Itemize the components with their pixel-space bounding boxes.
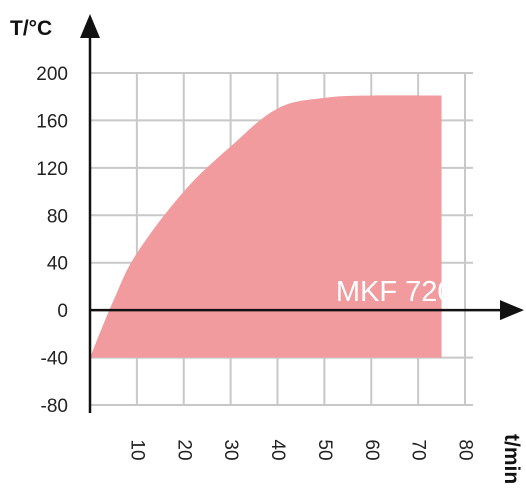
y-tick-label: -40	[41, 349, 68, 370]
tick-labels: -80 -40 0 40 80 120 160 200 10 20 30 40 50 60 70 80	[36, 64, 475, 461]
y-tick-label: 0	[57, 301, 68, 322]
x-tick-label: 70	[408, 439, 429, 460]
y-tick-label: 200	[36, 64, 68, 85]
x-tick-label: 30	[220, 439, 241, 460]
x-axis-title: t/min	[500, 434, 523, 484]
axes	[80, 14, 524, 413]
x-tick-label: 80	[455, 439, 476, 460]
x-tick-label: 10	[126, 439, 147, 460]
y-axis-title: T/°C	[10, 17, 52, 40]
y-tick-label: 80	[47, 206, 68, 227]
y-tick-label: -80	[41, 396, 68, 417]
x-axis-arrow	[500, 300, 524, 321]
y-tick-label: 40	[47, 254, 68, 275]
series-area-mkf-720	[90, 95, 442, 358]
area-layer	[90, 95, 442, 358]
x-tick-label: 20	[173, 439, 194, 460]
x-tick-label: 50	[314, 439, 335, 460]
series-label-mkf-720: MKF 720	[336, 276, 454, 308]
y-axis-arrow	[80, 14, 100, 38]
y-tick-label: 160	[36, 111, 68, 132]
y-tick-label: 120	[36, 159, 68, 180]
x-tick-label: 60	[361, 439, 382, 460]
x-tick-label: 40	[267, 439, 288, 460]
